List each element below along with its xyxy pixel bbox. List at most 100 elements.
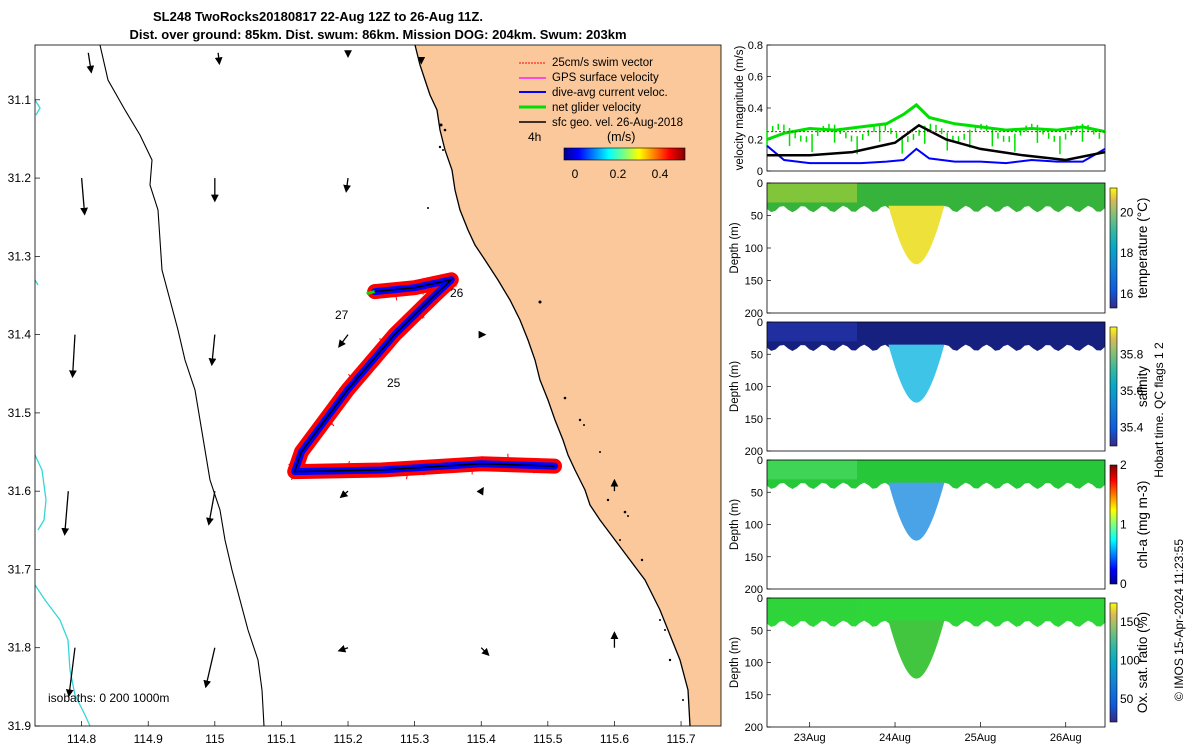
depth-tick-50: 50 — [751, 487, 763, 499]
geo-velocity-arrows — [61, 50, 619, 698]
vel-tick-0: 0 — [757, 166, 763, 178]
vel-tick-0.8: 0.8 — [748, 40, 763, 52]
velocity-series-line — [767, 123, 1106, 162]
vel-tick-0.6: 0.6 — [748, 72, 763, 84]
speed-colorbar — [563, 147, 686, 161]
section-patch — [767, 460, 857, 480]
geo-velocity-arrow — [343, 177, 351, 193]
depth-tick-100: 100 — [745, 520, 763, 532]
velocity-frame — [766, 44, 1106, 172]
depth-tick-50: 50 — [751, 211, 763, 223]
colorbar-title: (m/s) — [607, 130, 635, 144]
velocity-ylabel: velocity magnitude (m/s) — [734, 46, 746, 171]
legend-gps-label: GPS surface velocity — [552, 72, 659, 84]
velocity-series-line — [766, 102, 1106, 141]
depth-tick-150: 150 — [745, 414, 763, 426]
section-deep-dive — [888, 344, 945, 403]
section-panel-0: 0 50 100 150 200 Depth (m) 16 18 20 temperature (… — [729, 178, 1150, 320]
net-velocity-mark — [366, 290, 376, 296]
section-colorbar — [1109, 464, 1118, 585]
depth-tick-50: 50 — [751, 625, 763, 637]
colorbar-tick-1: 0.2 — [610, 167, 627, 181]
lat-tick-31.7: 31.7 — [8, 562, 32, 576]
chart-title-line-1: SL248 TwoRocks20180817 22-Aug 12Z to 26-… — [153, 9, 483, 24]
lat-tick-31.5: 31.5 — [8, 406, 32, 420]
qc-label: Hobart time. QC flags 1 2 — [1152, 342, 1166, 478]
lat-tick-31.1: 31.1 — [8, 93, 32, 107]
coastline — [414, 45, 691, 726]
geo-velocity-arrow — [86, 52, 95, 74]
depth-label: Depth (m) — [729, 361, 741, 412]
geo-velocity-arrow — [61, 491, 70, 536]
section-deep-dive — [888, 205, 945, 265]
colorbar-tick-35.8: 35.8 — [1120, 347, 1144, 361]
depth-tick-200: 200 — [745, 308, 763, 320]
velocity-yticks: 0 0.2 0.4 0.6 0.8 — [748, 40, 771, 178]
colorbar-tick-50: 50 — [1120, 692, 1134, 706]
depth-tick-100: 100 — [745, 243, 763, 255]
colorbar-tick-150: 150 — [1120, 615, 1140, 629]
section-panel-1: 0 50 100 150 200 Depth (m) 35.4 35.6 35.8 salinit… — [729, 317, 1150, 458]
colorbar-tick-1: 1 — [1120, 518, 1127, 532]
day-label-25: 25 — [387, 376, 401, 390]
legend-net-label: net glider velocity — [552, 102, 641, 114]
section-label: chl-a (mg m-3) — [1135, 481, 1150, 569]
depth-label: Depth (m) — [729, 499, 741, 550]
geo-velocity-arrow — [203, 647, 216, 689]
time-tick-23Aug: 23Aug — [794, 732, 826, 744]
imos-credit: © IMOS 15-Apr-2024 11:23:55 — [1172, 539, 1186, 701]
colorbar-tick-0: 0 — [572, 167, 579, 181]
depth-label: Depth (m) — [729, 222, 741, 273]
lat-tick-31.2: 31.2 — [8, 171, 32, 185]
section-patch — [767, 598, 857, 618]
depth-tick-150: 150 — [745, 276, 763, 288]
section-patch — [767, 183, 857, 203]
lat-tick-31.9: 31.9 — [8, 719, 32, 733]
colorbar-tick-18: 18 — [1120, 246, 1134, 260]
section-patch — [767, 322, 857, 342]
colorbar-tick-2: 0.4 — [652, 167, 669, 181]
section-colorbar — [1109, 326, 1118, 447]
lat-tick-31.3: 31.3 — [8, 249, 32, 263]
geo-velocity-arrow — [80, 178, 88, 216]
colorbar-tick-20: 20 — [1120, 205, 1134, 219]
section-label: temperature (°C) — [1135, 198, 1150, 299]
velocity-series-line — [766, 145, 1106, 165]
lon-tick-115.5: 115.5 — [533, 732, 562, 746]
depth-tick-0: 0 — [757, 455, 763, 467]
isobath-1000m — [99, 45, 265, 726]
vel-tick-0.4: 0.4 — [748, 103, 763, 115]
depth-tick-200: 200 — [745, 722, 763, 734]
lon-tick-114.8: 114.8 — [67, 732, 96, 746]
geo-velocity-arrow — [65, 647, 76, 698]
lon-tick-115.4: 115.4 — [467, 732, 496, 746]
depth-tick-0: 0 — [757, 593, 763, 605]
section-panel-2: 0 50 100 150 200 Depth (m) 0 1 2 chl-a (mg m-3) — [729, 455, 1150, 596]
glider-track — [293, 278, 555, 473]
lon-tick-115.3: 115.3 — [400, 732, 429, 746]
depth-tick-0: 0 — [757, 178, 763, 190]
isobaths-label: isobaths: 0 200 1000m — [48, 691, 169, 705]
geo-velocity-arrow — [206, 491, 216, 526]
day-label-26: 26 — [450, 286, 464, 300]
section-colorbar — [1109, 187, 1118, 309]
depth-tick-150: 150 — [745, 552, 763, 564]
velocity-series — [766, 102, 1106, 165]
lon-tick-114.9: 114.9 — [134, 732, 163, 746]
land-mass — [415, 45, 721, 726]
isobath-200m — [35, 99, 91, 726]
colorbar-tick-35.6: 35.6 — [1120, 384, 1144, 398]
colorbar-tick-16: 16 — [1120, 287, 1134, 301]
vel-tick-0.2: 0.2 — [748, 135, 763, 147]
geo-velocity-arrow — [208, 334, 217, 367]
day-label-27: 27 — [335, 308, 349, 322]
section-label: Ox. sat. ratio (%) — [1135, 612, 1150, 713]
geo-velocity-arrow — [338, 334, 349, 348]
section-label: salinity — [1135, 366, 1150, 408]
depth-tick-200: 200 — [745, 446, 763, 458]
velocity-panel: 0 0.2 0.4 0.6 0.8 velocity magnitude (m/s) — [734, 40, 1106, 178]
depth-tick-50: 50 — [751, 349, 763, 361]
